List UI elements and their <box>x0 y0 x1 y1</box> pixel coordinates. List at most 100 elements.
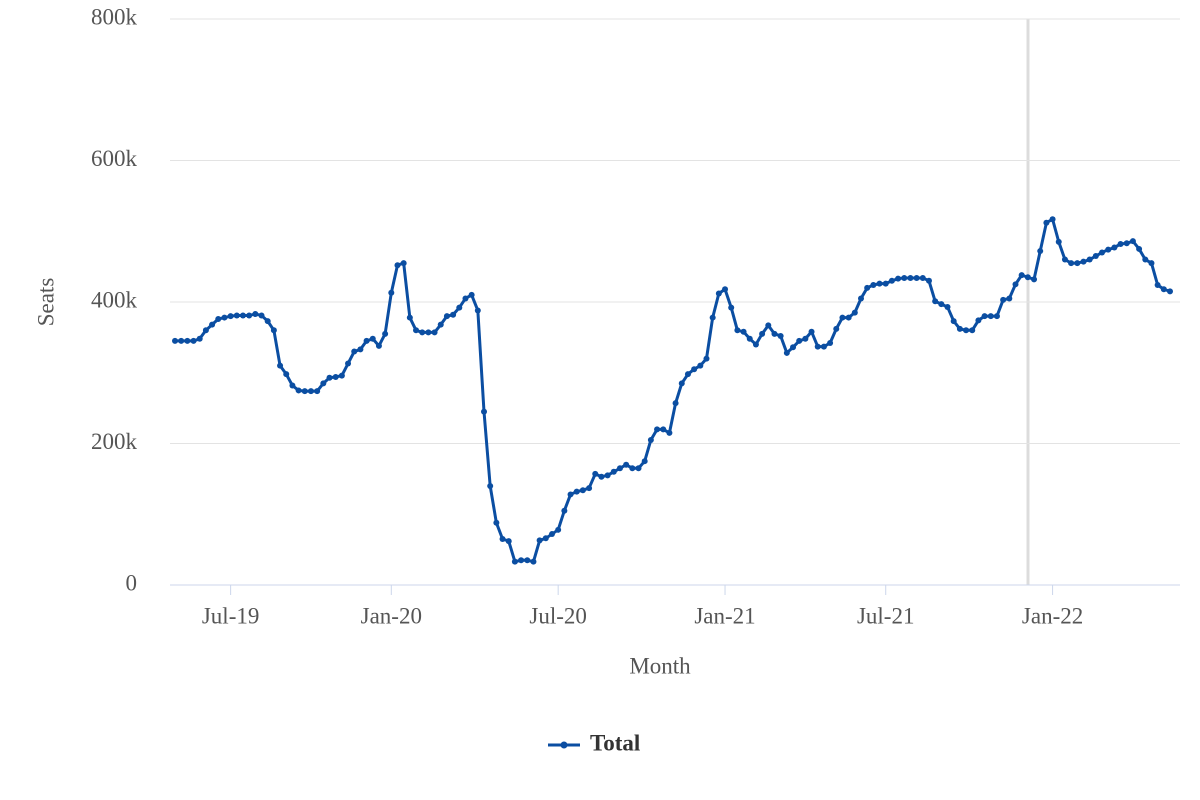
legend-label: Total <box>590 730 640 755</box>
data-point <box>332 373 339 380</box>
data-point <box>808 328 815 335</box>
data-point <box>1012 281 1019 288</box>
data-point <box>443 313 450 320</box>
y-tick-label: 200k <box>91 429 138 454</box>
data-point <box>561 507 568 514</box>
data-point <box>388 289 395 296</box>
data-point <box>555 526 562 533</box>
data-point <box>1086 256 1093 263</box>
data-point <box>456 304 463 311</box>
data-point <box>1117 240 1124 247</box>
data-point <box>1055 238 1062 245</box>
data-point <box>956 325 963 332</box>
x-tick-label: Jul-20 <box>529 603 587 628</box>
data-point <box>610 468 617 475</box>
x-tick-label: Jul-21 <box>857 603 915 628</box>
data-point <box>641 458 648 465</box>
data-point <box>870 282 877 289</box>
data-point <box>851 309 858 316</box>
data-point <box>1160 286 1167 293</box>
data-point <box>888 277 895 284</box>
data-point <box>524 557 531 564</box>
data-point <box>734 327 741 334</box>
data-point <box>833 325 840 332</box>
data-point <box>172 337 178 344</box>
data-point <box>320 380 327 387</box>
data-point <box>419 329 426 336</box>
data-point <box>845 314 852 321</box>
data-point <box>783 349 790 356</box>
data-point <box>301 388 308 395</box>
data-point <box>925 277 932 284</box>
y-tick-label: 0 <box>126 570 138 595</box>
data-point <box>1049 216 1056 223</box>
data-point <box>790 344 797 351</box>
data-point <box>746 335 753 342</box>
data-point <box>314 388 321 395</box>
data-point <box>857 295 864 302</box>
x-axis-label: Month <box>629 653 691 678</box>
data-point <box>215 315 222 322</box>
data-point <box>771 330 778 337</box>
data-point <box>678 380 685 387</box>
data-point <box>1148 260 1155 267</box>
data-point <box>375 342 382 349</box>
data-point <box>728 304 735 311</box>
data-point <box>252 311 259 318</box>
data-point <box>487 482 494 489</box>
data-point <box>864 284 871 291</box>
data-point <box>913 274 920 281</box>
data-point <box>1031 276 1038 283</box>
data-point <box>709 314 716 321</box>
data-point <box>666 429 673 436</box>
data-point <box>660 426 667 433</box>
data-point <box>697 362 704 369</box>
data-point <box>518 557 525 564</box>
data-point <box>1154 282 1161 289</box>
data-point <box>1024 274 1031 281</box>
data-point <box>536 537 543 544</box>
data-point <box>629 465 636 472</box>
x-tick-label: Jan-21 <box>694 603 755 628</box>
legend-marker <box>560 741 568 749</box>
data-point <box>715 290 722 297</box>
data-point <box>635 465 642 472</box>
data-point <box>876 280 883 287</box>
data-point <box>981 313 988 320</box>
data-point <box>233 312 240 319</box>
data-point <box>1123 240 1130 247</box>
data-point <box>481 408 488 415</box>
data-point <box>1167 288 1173 295</box>
x-tick-label: Jul-19 <box>202 603 260 628</box>
data-point <box>993 313 1000 320</box>
x-tick-label: Jan-20 <box>361 603 422 628</box>
data-point <box>895 275 902 282</box>
data-point <box>777 332 784 339</box>
data-point <box>802 335 809 342</box>
y-tick-label: 800k <box>91 4 138 29</box>
data-point <box>932 298 939 305</box>
data-point <box>283 371 290 378</box>
data-point <box>654 426 661 433</box>
data-point <box>616 465 623 472</box>
data-point <box>586 485 593 492</box>
data-point <box>814 343 821 350</box>
data-point <box>209 321 216 328</box>
data-point <box>919 274 926 281</box>
data-point <box>413 327 420 334</box>
data-point <box>511 558 518 565</box>
data-point <box>1092 253 1099 260</box>
data-point <box>598 473 605 480</box>
data-point <box>462 295 469 302</box>
data-point <box>944 303 951 310</box>
data-point <box>672 400 679 407</box>
data-point <box>684 371 691 378</box>
data-point <box>765 322 772 329</box>
data-point <box>530 558 537 565</box>
data-point <box>1018 272 1025 279</box>
data-point <box>722 286 729 293</box>
data-point <box>264 318 271 325</box>
data-point <box>938 301 945 308</box>
data-point <box>1136 245 1143 252</box>
y-tick-label: 600k <box>91 146 138 171</box>
